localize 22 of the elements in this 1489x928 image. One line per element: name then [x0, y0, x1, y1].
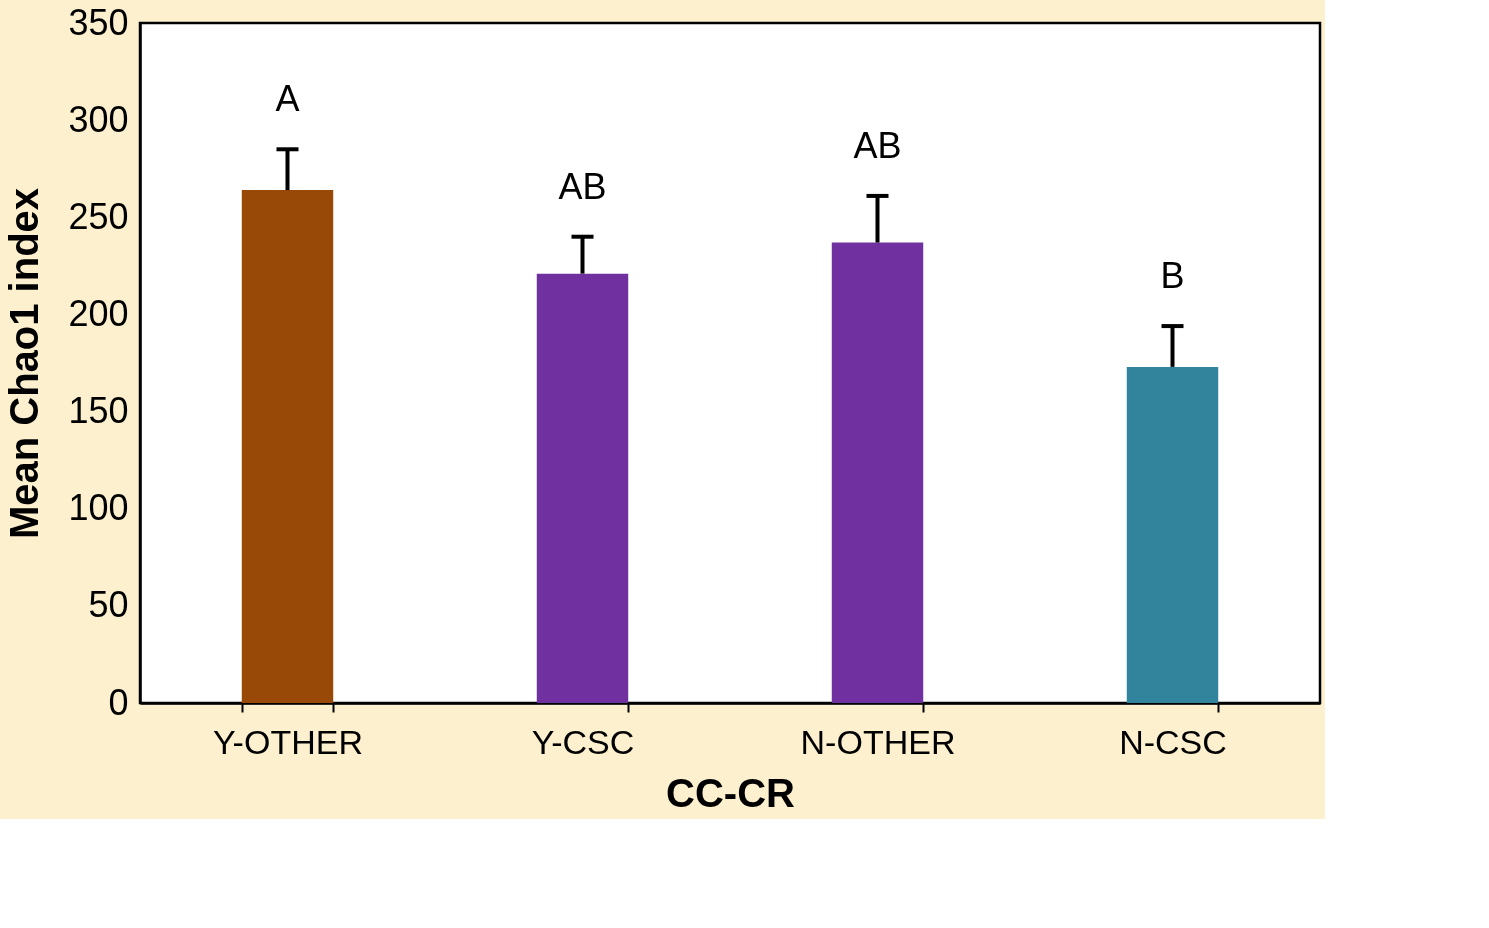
- annotation: A: [275, 78, 300, 120]
- x-tick-label: N-OTHER: [800, 722, 956, 761]
- bar: [831, 242, 924, 703]
- y-tick-label: 200: [68, 292, 129, 334]
- x-tick-label: Y-OTHER: [213, 722, 363, 761]
- x-tick-label: Y-CSC: [531, 722, 635, 761]
- bar: [241, 190, 334, 703]
- y-tick-label: 0: [108, 681, 129, 723]
- bar: [1126, 366, 1219, 703]
- y-tick-label: 150: [68, 390, 129, 432]
- y-tick-label: 50: [88, 584, 129, 626]
- y-tick-label: 250: [68, 195, 129, 237]
- y-axis-title: Mean Chao1 index: [2, 187, 47, 540]
- bar: [536, 273, 629, 703]
- y-tick-label: 100: [68, 487, 129, 529]
- y-tick-label: 300: [68, 98, 129, 140]
- annotation: AB: [558, 165, 607, 207]
- y-tick-label: 350: [68, 1, 129, 43]
- x-axis-title: CC-CR: [666, 770, 796, 815]
- x-tick-label: N-CSC: [1119, 722, 1227, 761]
- annotation: B: [1160, 255, 1185, 297]
- annotation: AB: [853, 124, 902, 166]
